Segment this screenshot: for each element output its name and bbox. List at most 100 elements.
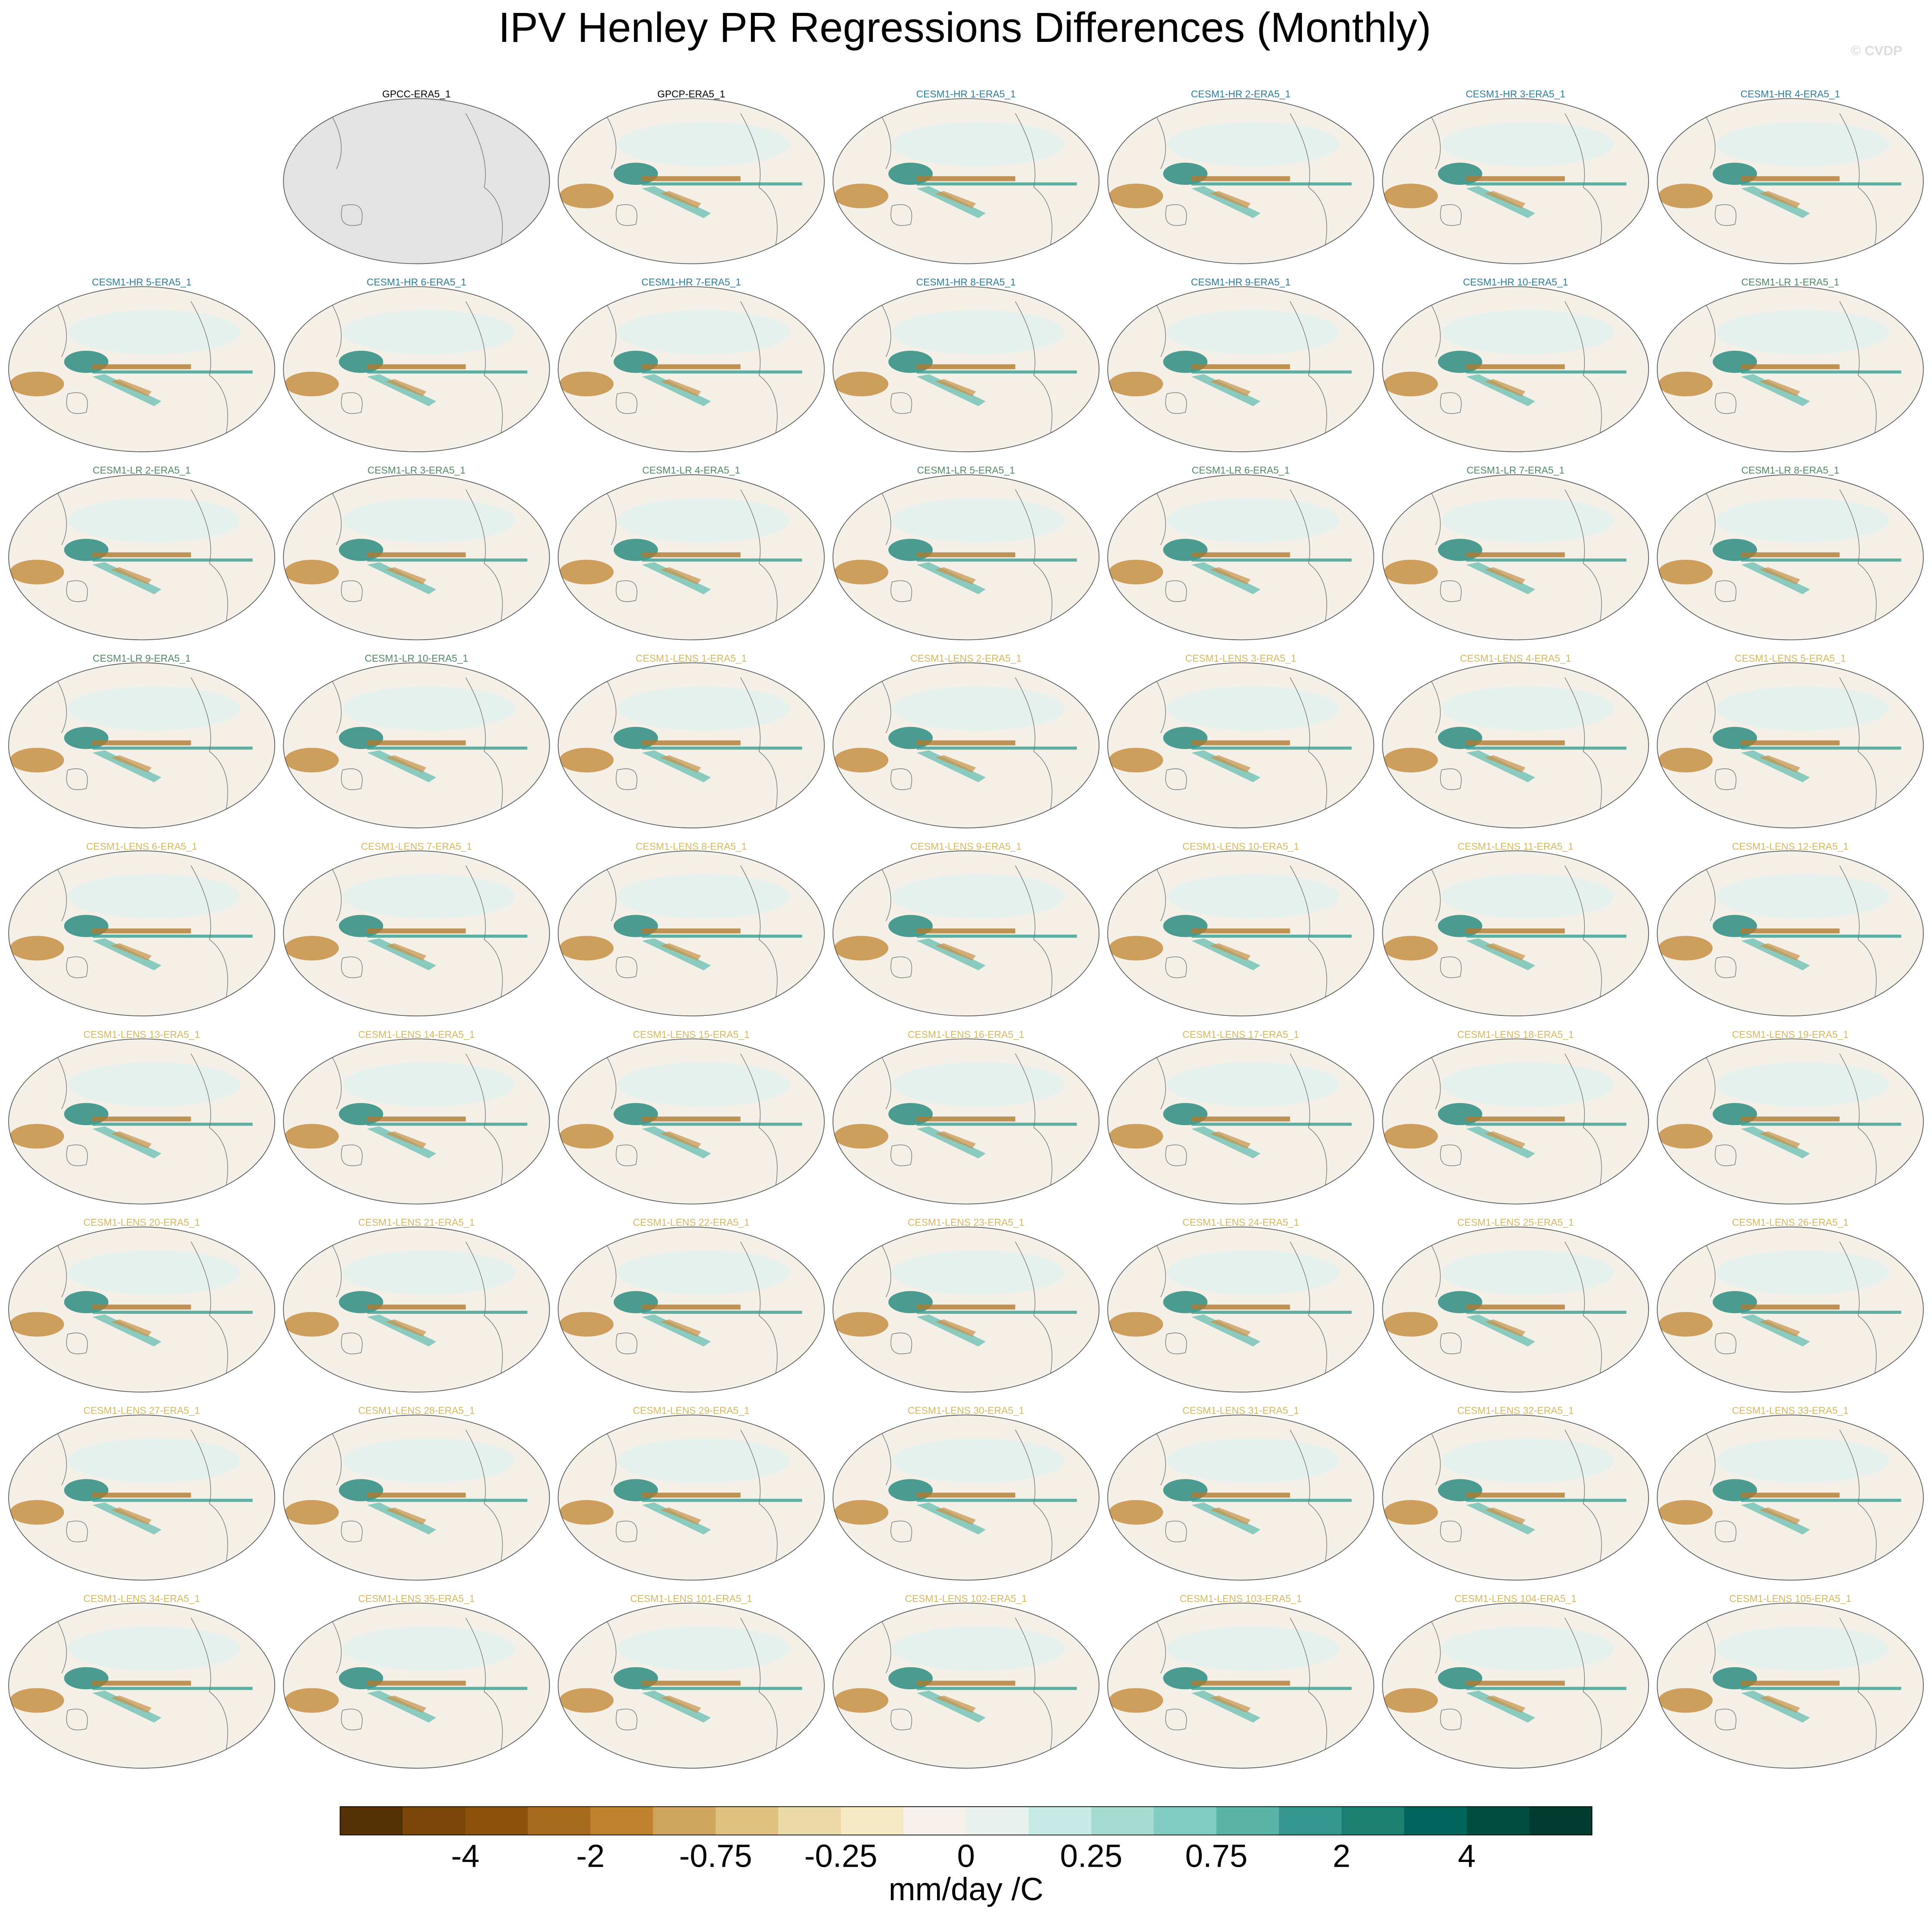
map-border [1107,1038,1375,1205]
map-feature [935,191,976,209]
map [558,663,824,828]
map-feature [1210,1319,1251,1337]
map-feature [92,370,253,374]
map-feature [916,938,986,971]
map-feature [892,122,1065,167]
map-feature [92,364,191,369]
map-feature [935,755,976,773]
panel-title: CESM1-LR 1-ERA5_1 [1741,276,1839,288]
map-feature [642,1314,711,1347]
map-feature [367,746,528,750]
map-feature [617,686,790,731]
coastline [1565,113,1602,249]
colorbar-box [841,1806,904,1835]
panel-title: CESM1-LENS 3-ERA5_1 [1185,653,1296,664]
map-feature [642,1502,711,1535]
map-feature [1716,122,1889,167]
map-feature [1485,567,1526,585]
coastline [605,301,637,414]
colorbar-box [1028,1806,1092,1835]
map-feature [67,310,241,355]
map-feature [642,750,711,783]
map [1108,850,1374,1016]
map-feature [1163,915,1208,937]
map-feature [1109,1312,1163,1337]
panel-title: CESM1-LENS 14-ERA5_1 [358,1029,475,1040]
map-feature [916,176,1016,181]
map-feature [1466,374,1536,406]
coastline [330,489,363,602]
map-feature [834,184,889,209]
map-feature [617,874,790,919]
coastline [1289,301,1327,437]
map-feature [892,498,1065,543]
coastline [55,301,88,414]
map-feature [367,364,466,369]
map-feature [1210,1131,1251,1149]
colorbar-box [716,1806,779,1835]
map-border [557,1226,825,1392]
map-feature [111,1695,152,1713]
map-border [283,1038,550,1205]
map-feature [613,915,658,937]
map-feature [1167,686,1340,731]
map-feature [1466,1681,1565,1686]
panel-title: CESM1-HR 1-ERA5_1 [916,89,1016,100]
map-feature [1466,182,1627,186]
map-feature [1741,186,1810,219]
coastline [1154,489,1187,602]
map-feature [92,552,191,558]
map-feature [92,1314,162,1347]
map [1382,1415,1649,1580]
map-border [1656,286,1924,452]
map-feature [660,755,701,773]
coastline [330,865,363,978]
panel-title: CESM1-HR 8-ERA5_1 [916,276,1016,288]
map [283,1415,550,1580]
map-feature [1485,943,1526,961]
map-feature [1466,1126,1536,1159]
coastline [1015,677,1052,813]
map-feature [342,310,515,355]
map-feature [916,934,1077,938]
map [1108,286,1374,452]
map-feature [1210,1695,1251,1713]
map [833,1415,1099,1580]
coastline [465,1241,503,1377]
map [283,98,550,264]
map-feature [1741,558,1901,562]
panel-title: CESM1-LENS 22-ERA5_1 [633,1217,750,1228]
map-feature [1741,1314,1810,1347]
coastline [1839,865,1877,1002]
panel-title: CESM1-LENS 33-ERA5_1 [1732,1405,1849,1416]
map-feature [660,191,701,209]
map [1382,663,1649,828]
map-feature [1384,1500,1438,1525]
coastline [1704,865,1737,978]
map-feature [1167,1438,1340,1483]
panel-title: CESM1-LR 5-ERA5_1 [917,465,1015,476]
map [833,850,1099,1016]
map [1108,1415,1374,1580]
map-feature [916,562,986,594]
map-border [1107,1415,1375,1581]
map-feature [10,1500,64,1525]
map-feature [1191,1681,1290,1686]
map-feature [1384,936,1438,961]
panel-title: CESM1-HR 4-ERA5_1 [1740,89,1840,100]
map-feature [1210,1507,1251,1525]
map-feature [916,1502,986,1535]
map-feature [1191,1304,1290,1310]
colorbar-tick-label: 0.25 [1060,1838,1122,1874]
map-feature [1191,182,1352,186]
coastline [1154,1053,1187,1166]
map-feature [1163,1103,1208,1126]
colorbar-tick-label: -2 [576,1838,605,1874]
map [558,850,824,1016]
map-feature [1466,1690,1536,1723]
map-feature [10,1124,64,1149]
map-feature [642,1310,802,1314]
map-feature [339,351,383,373]
coastline [1565,1618,1602,1754]
map-feature [892,1062,1065,1107]
